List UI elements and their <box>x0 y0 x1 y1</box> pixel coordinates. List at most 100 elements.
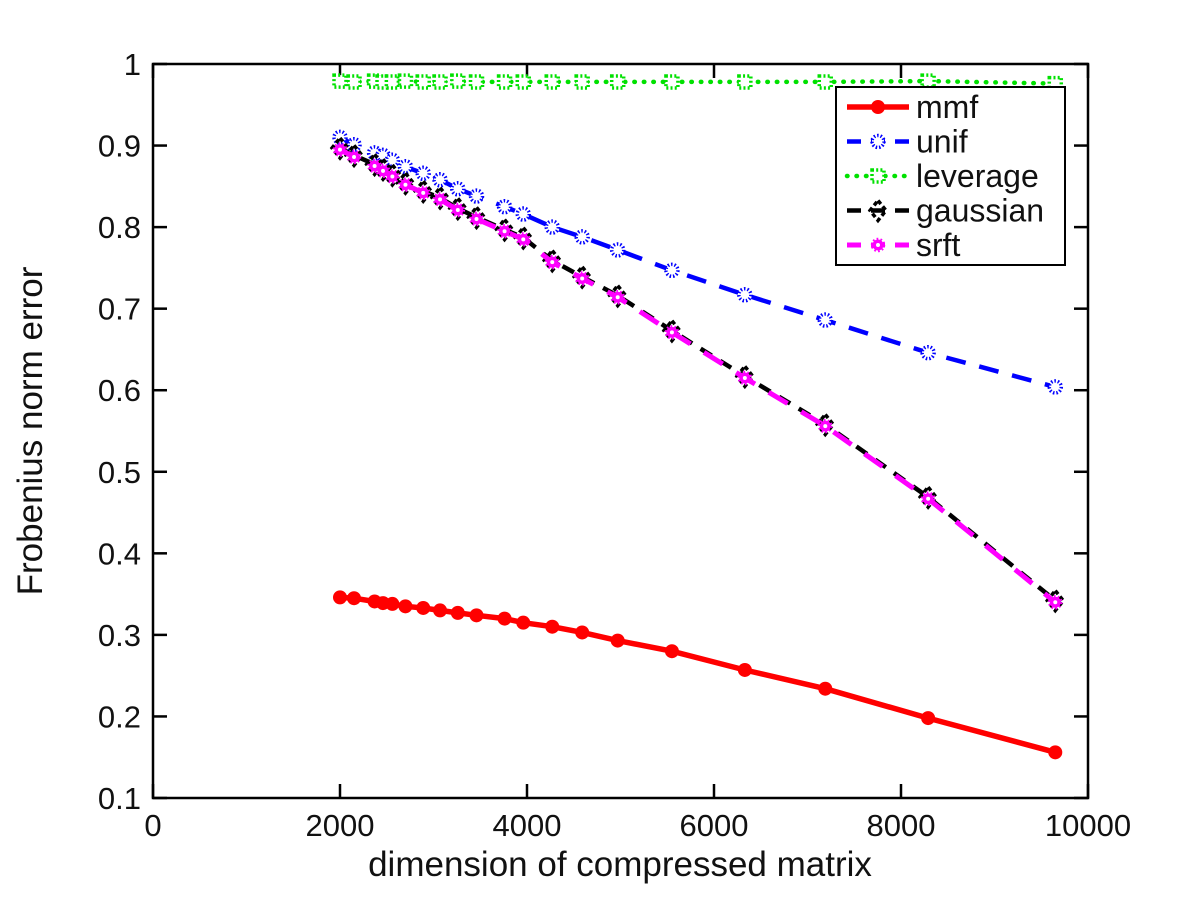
legend-label-gaussian: gaussian <box>916 193 1044 229</box>
marker-gaussian <box>429 184 451 211</box>
marker-leverage <box>609 74 626 90</box>
marker-srft <box>469 211 484 227</box>
marker-mmf <box>497 611 512 626</box>
marker-srft <box>664 325 680 340</box>
marker-gaussian <box>815 411 836 438</box>
plot-frame <box>151 62 1090 800</box>
y-tick-label: 1 <box>124 47 141 82</box>
x-tick-label: 6000 <box>680 808 749 843</box>
marker-unif <box>397 159 414 175</box>
y-tick-label: 0.2 <box>98 699 141 734</box>
marker-gaussian <box>329 135 351 161</box>
marker-leverage <box>384 74 401 90</box>
marker-gaussian <box>607 282 628 309</box>
x-tick-label: 10000 <box>1045 808 1131 843</box>
legend-label-unif: unif <box>916 124 968 160</box>
marker-srft <box>497 223 512 239</box>
marker-srft <box>385 169 400 184</box>
marker-unif <box>468 188 485 204</box>
marker-srft <box>610 289 625 305</box>
x-axis-label: dimension of compressed matrix <box>368 845 872 884</box>
marker-srft <box>1048 595 1063 610</box>
marker-mmf <box>469 608 484 623</box>
marker-srft <box>432 192 448 207</box>
axis-ticks: 0 2000 4000 6000 8000 10000 0.1 0.2 0.3 0.4 0.5 0.6… <box>98 47 1131 843</box>
marker-leverage <box>346 74 362 90</box>
marker-gaussian <box>382 162 403 188</box>
marker-gaussian <box>734 363 756 390</box>
legend-item-srft: srft <box>847 227 961 263</box>
marker-gaussian <box>466 204 487 231</box>
legend-label-mmf: mmf <box>916 89 978 125</box>
marker-mmf <box>333 590 347 605</box>
y-tick-label: 0.3 <box>98 618 141 653</box>
marker-leverage <box>574 74 590 90</box>
x-tick-label: 8000 <box>867 808 936 843</box>
marker-gaussian <box>494 216 515 243</box>
marker-gaussian <box>447 195 469 222</box>
marker-unif <box>496 198 513 215</box>
marker-unif <box>384 152 401 168</box>
legend-marker-srft <box>870 237 886 253</box>
marker-srft <box>415 185 431 201</box>
marker-mmf <box>516 615 531 630</box>
marker-mmf <box>545 619 560 634</box>
marker-unif <box>609 242 626 258</box>
x-tick-label: 2000 <box>306 808 375 843</box>
marker-mmf <box>347 591 362 606</box>
legend-item-mmf: mmf <box>847 89 978 125</box>
marker-gaussian <box>395 170 416 196</box>
legend-marker-leverage <box>870 168 886 184</box>
legend-item-leverage: leverage <box>844 158 1039 194</box>
marker-gaussian <box>412 178 434 205</box>
marker-leverage <box>664 74 680 90</box>
marker-leverage <box>432 74 448 90</box>
marker-mmf <box>1048 745 1063 760</box>
marker-mmf <box>398 599 413 614</box>
y-tick-label: 0.1 <box>98 781 141 816</box>
legend-item-gaussian: gaussian <box>847 193 1044 229</box>
marker-srft <box>516 232 531 247</box>
marker-unif <box>450 181 466 197</box>
y-tick-label: 0.8 <box>98 210 141 245</box>
marker-gaussian <box>571 264 593 290</box>
marker-unif <box>432 172 448 188</box>
marker-srft <box>544 254 560 270</box>
marker-mmf <box>664 644 679 659</box>
marker-srft <box>737 370 753 386</box>
marker-unif <box>1047 379 1064 395</box>
marker-leverage <box>817 74 834 90</box>
marker-mmf <box>433 603 448 618</box>
marker-unif <box>574 229 590 245</box>
marker-mmf <box>737 662 752 677</box>
marker-leverage <box>397 73 414 89</box>
y-tick-label: 0.5 <box>98 455 141 490</box>
marker-srft <box>818 418 833 434</box>
marker-unif <box>737 287 753 303</box>
marker-unif <box>817 312 834 328</box>
marker-srft <box>920 491 936 506</box>
x-tick-label: 4000 <box>493 808 562 843</box>
marker-leverage <box>515 74 532 90</box>
marker-mmf <box>610 633 625 648</box>
marker-mmf <box>575 625 590 640</box>
marker-leverage <box>332 73 348 89</box>
series-group <box>329 73 1066 760</box>
legend-label-leverage: leverage <box>916 158 1039 194</box>
marker-mmf <box>450 605 465 620</box>
marker-leverage <box>544 74 560 90</box>
marker-leverage <box>920 73 936 89</box>
marker-srft <box>332 142 348 157</box>
legend-marker-unif <box>870 133 886 150</box>
marker-unif <box>920 344 936 361</box>
legend-marker-mmf <box>871 100 885 114</box>
marker-srft <box>346 149 362 165</box>
marker-mmf <box>385 596 400 611</box>
marker-srft <box>398 177 413 192</box>
marker-gaussian <box>343 142 365 169</box>
y-axis-label: Frobenius norm error <box>11 266 50 595</box>
marker-unif <box>415 165 431 182</box>
legend-marker-gaussian <box>867 197 889 224</box>
